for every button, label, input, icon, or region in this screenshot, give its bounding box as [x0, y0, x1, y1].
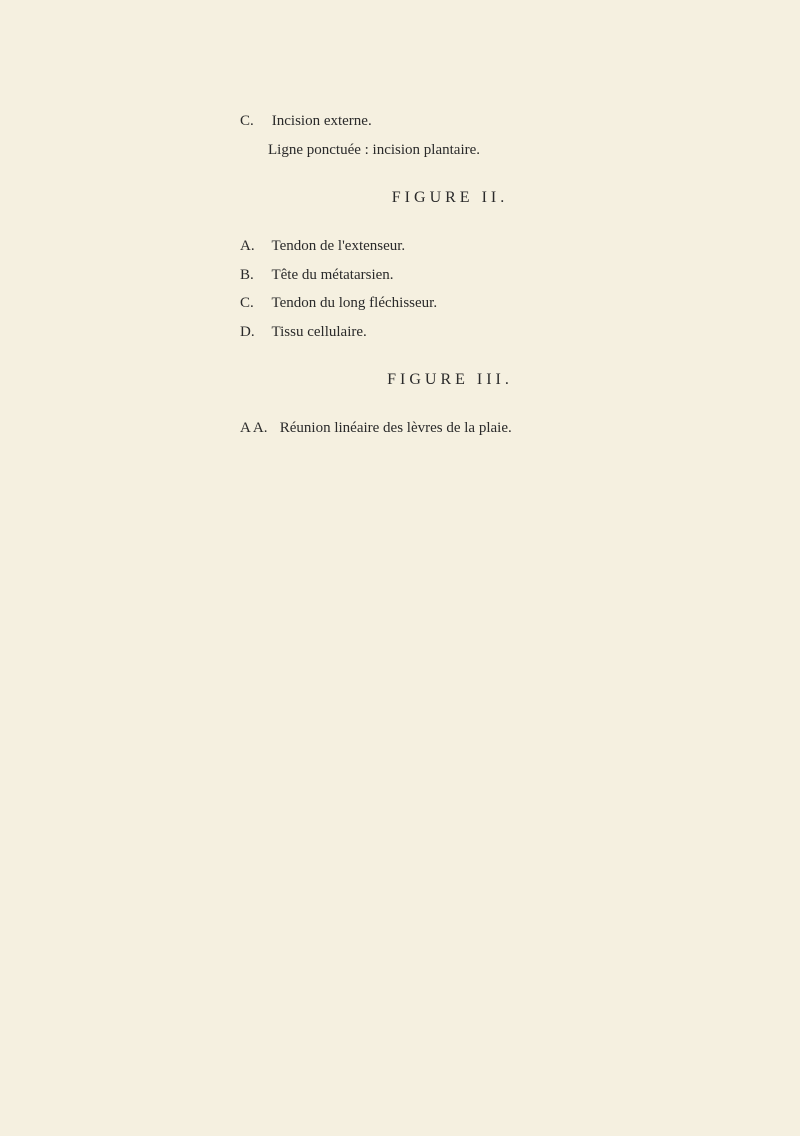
- entry-text: Ligne ponctuée : incision plantaire.: [268, 142, 480, 158]
- entry-text: Tendon de l'extenseur.: [271, 238, 405, 254]
- section-1: C. Incision externe. Ligne ponctuée : in…: [240, 110, 740, 161]
- figure-3-heading: FIGURE III.: [240, 371, 740, 389]
- entry-text: Réunion linéaire des lèvres de la plaie.: [280, 420, 512, 436]
- entry-label: D.: [240, 321, 268, 344]
- entry-text: Tissu cellulaire.: [271, 324, 366, 340]
- entry-a-tendon: A. Tendon de l'extenseur.: [240, 235, 740, 258]
- entry-label: C.: [240, 292, 268, 315]
- entry-label: C.: [240, 110, 268, 133]
- entry-label: B.: [240, 264, 268, 287]
- figure-2-entries: A. Tendon de l'extenseur. B. Tête du mét…: [240, 235, 740, 343]
- entry-c-incision: C. Incision externe.: [240, 110, 740, 133]
- entry-ligne: Ligne ponctuée : incision plantaire.: [268, 139, 740, 162]
- figure-3-entries: A A. Réunion linéaire des lèvres de la p…: [240, 417, 740, 440]
- entry-aa-reunion: A A. Réunion linéaire des lèvres de la p…: [240, 417, 740, 440]
- entry-text: Incision externe.: [272, 113, 372, 129]
- entry-d-tissu: D. Tissu cellulaire.: [240, 321, 740, 344]
- entry-label: A A.: [240, 417, 276, 440]
- entry-label: A.: [240, 235, 268, 258]
- entry-text: Tendon du long fléchisseur.: [271, 295, 437, 311]
- entry-b-tete: B. Tête du métatarsien.: [240, 264, 740, 287]
- entry-c-tendon: C. Tendon du long fléchisseur.: [240, 292, 740, 315]
- entry-text: Tête du métatarsien.: [271, 267, 393, 283]
- figure-2-heading: FIGURE II.: [240, 189, 740, 207]
- page-content: C. Incision externe. Ligne ponctuée : in…: [0, 0, 800, 508]
